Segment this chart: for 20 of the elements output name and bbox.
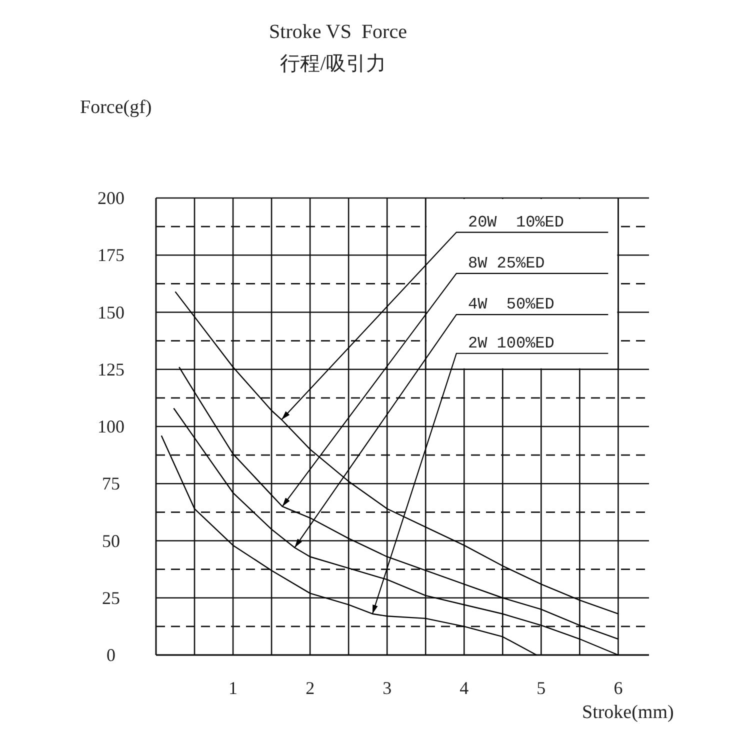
y-tick-label: 50 xyxy=(102,530,120,551)
x-tick-label: 4 xyxy=(460,678,469,698)
y-tick-label: 75 xyxy=(102,474,120,494)
x-tick-label: 1 xyxy=(228,678,238,698)
chart-title: Stroke VS Force xyxy=(269,21,408,43)
x-axis-title: Stroke(mm) xyxy=(582,702,674,723)
chart-subtitle: 行程/吸引力 xyxy=(280,53,386,75)
y-tick-label: 0 xyxy=(106,645,116,665)
y-axis-title: Force(gf) xyxy=(80,97,152,118)
x-tick-label: 2 xyxy=(306,678,315,698)
y-tick-label: 200 xyxy=(98,188,124,208)
y-tick-label: 100 xyxy=(98,416,124,436)
y-tick-label: 150 xyxy=(98,302,124,322)
x-tick-label: 3 xyxy=(382,678,392,698)
y-tick-label: 25 xyxy=(102,588,120,608)
y-tick-label: 125 xyxy=(98,359,124,380)
x-tick-label: 5 xyxy=(536,678,546,698)
y-tick-label: 175 xyxy=(98,245,124,266)
x-tick-label: 6 xyxy=(614,678,623,698)
legend: 20W 10%ED 8W 25%ED 4W 50%ED 2W 100%ED xyxy=(424,198,619,370)
